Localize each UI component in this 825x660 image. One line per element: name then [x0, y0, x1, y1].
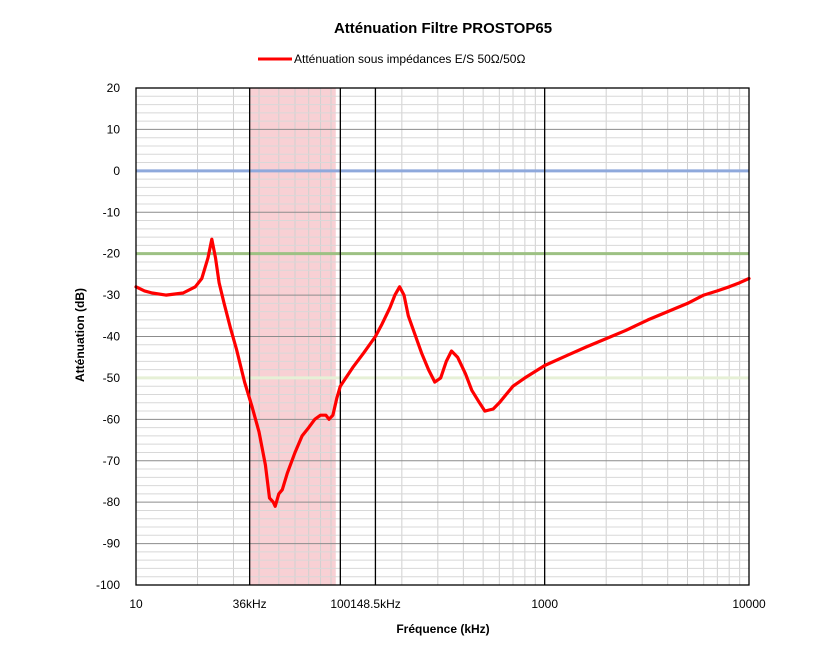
- x-tick-label: 10000: [732, 597, 766, 611]
- y-tick-label: 20: [107, 81, 121, 95]
- y-tick-label: -10: [103, 205, 121, 219]
- y-tick-label: -70: [103, 454, 121, 468]
- y-tick-labels: 20 10 0 -10 -20 -30 -40 -50 -60 -70 -80 -90 -100: [96, 81, 120, 592]
- legend: Atténuation sous impédances E/S 50Ω/50Ω: [258, 52, 525, 66]
- y-tick-label: -80: [103, 495, 121, 509]
- x-tick-label: 148.5kHz: [350, 597, 401, 611]
- x-tick-label: 1000: [531, 597, 558, 611]
- x-tick-label: 10: [129, 597, 143, 611]
- y-axis-label: Atténuation (dB): [73, 288, 87, 382]
- y-tick-label: -30: [103, 288, 121, 302]
- y-tick-label: 0: [113, 164, 120, 178]
- y-tick-label: -40: [103, 330, 121, 344]
- series-line: [134, 237, 751, 508]
- x-tick-labels: 10 36kHz 100 148.5kHz 1000 10000: [129, 597, 766, 611]
- x-tick-label: 100: [330, 597, 350, 611]
- plot-frame: [135, 87, 750, 586]
- legend-label: Atténuation sous impédances E/S 50Ω/50Ω: [294, 52, 525, 66]
- y-tick-label: -50: [103, 371, 121, 385]
- y-tick-label: -20: [103, 247, 121, 261]
- chart-title: Atténuation Filtre PROSTOP65: [334, 20, 552, 37]
- series-layer: [134, 237, 751, 508]
- y-tick-label: 10: [107, 122, 121, 136]
- y-tick-label: -90: [103, 537, 121, 551]
- y-tick-label: -60: [103, 412, 121, 426]
- x-axis-label: Fréquence (kHz): [396, 622, 489, 636]
- y-tick-label: -100: [96, 578, 120, 592]
- reference-lines: [136, 169, 749, 380]
- x-tick-label: 36kHz: [233, 597, 267, 611]
- plot-border: [135, 87, 750, 586]
